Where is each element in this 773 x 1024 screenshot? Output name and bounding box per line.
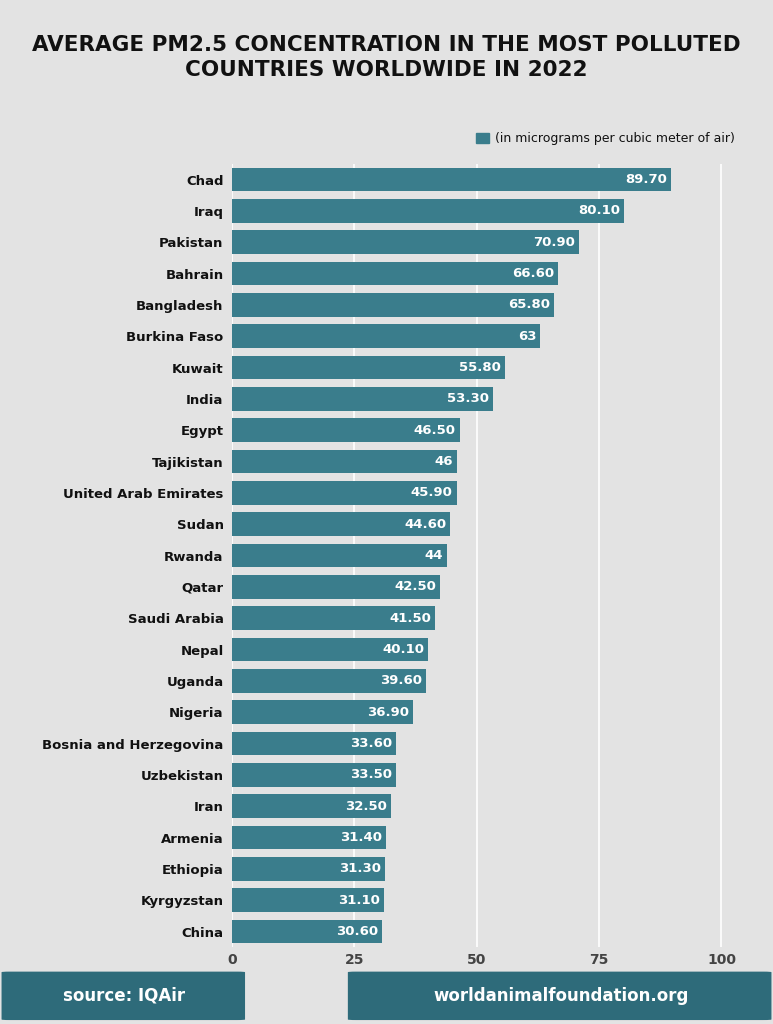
Bar (232, 700, 413, 724)
Text: 31.40: 31.40 (339, 831, 382, 844)
Text: 55.80: 55.80 (459, 361, 501, 374)
Bar (232, 575, 440, 599)
Bar (232, 450, 457, 473)
Bar (232, 795, 391, 818)
FancyBboxPatch shape (2, 972, 245, 1020)
Text: 39.60: 39.60 (380, 675, 422, 687)
Text: source: IQAir: source: IQAir (63, 987, 185, 1005)
Text: 66.60: 66.60 (512, 267, 554, 280)
Bar (232, 199, 624, 222)
Legend: (in micrograms per cubic meter of air): (in micrograms per cubic meter of air) (471, 127, 740, 150)
Text: 45.90: 45.90 (410, 486, 453, 500)
Bar (232, 763, 396, 786)
Text: 36.90: 36.90 (366, 706, 409, 719)
Bar (232, 920, 382, 943)
Text: 89.70: 89.70 (625, 173, 667, 186)
Text: 46.50: 46.50 (414, 424, 455, 436)
Text: 42.50: 42.50 (394, 581, 436, 593)
Bar (232, 606, 435, 630)
Text: 53.30: 53.30 (447, 392, 489, 406)
Text: 70.90: 70.90 (533, 236, 575, 249)
Text: 33.60: 33.60 (350, 737, 393, 750)
Text: 44.60: 44.60 (404, 518, 446, 530)
Bar (232, 387, 493, 411)
Text: 80.10: 80.10 (578, 205, 620, 217)
Bar (232, 638, 428, 662)
Text: 65.80: 65.80 (508, 298, 550, 311)
Text: 31.10: 31.10 (339, 894, 380, 906)
Text: 31.30: 31.30 (339, 862, 381, 876)
Text: 33.50: 33.50 (350, 768, 392, 781)
Bar (232, 544, 448, 567)
Bar (232, 419, 460, 442)
Bar (232, 168, 671, 191)
Bar (232, 481, 457, 505)
Bar (232, 355, 505, 379)
Text: 63: 63 (518, 330, 536, 343)
Bar (232, 857, 385, 881)
Bar (232, 262, 558, 286)
Text: worldanimalfoundation.org: worldanimalfoundation.org (434, 987, 689, 1005)
Text: 41.50: 41.50 (390, 611, 431, 625)
Bar (232, 732, 397, 756)
Text: 30.60: 30.60 (335, 925, 378, 938)
Text: 40.10: 40.10 (383, 643, 424, 656)
Text: 32.50: 32.50 (346, 800, 387, 813)
Text: 46: 46 (434, 455, 453, 468)
Bar (232, 230, 579, 254)
Text: AVERAGE PM2.5 CONCENTRATION IN THE MOST POLLUTED
COUNTRIES WORLDWIDE IN 2022: AVERAGE PM2.5 CONCENTRATION IN THE MOST … (32, 35, 741, 80)
Bar (232, 293, 554, 316)
FancyBboxPatch shape (348, 972, 771, 1020)
Bar (232, 889, 384, 912)
Text: 44: 44 (425, 549, 444, 562)
Bar (232, 512, 450, 536)
Bar (232, 669, 426, 692)
Bar (232, 325, 540, 348)
Bar (232, 825, 386, 849)
